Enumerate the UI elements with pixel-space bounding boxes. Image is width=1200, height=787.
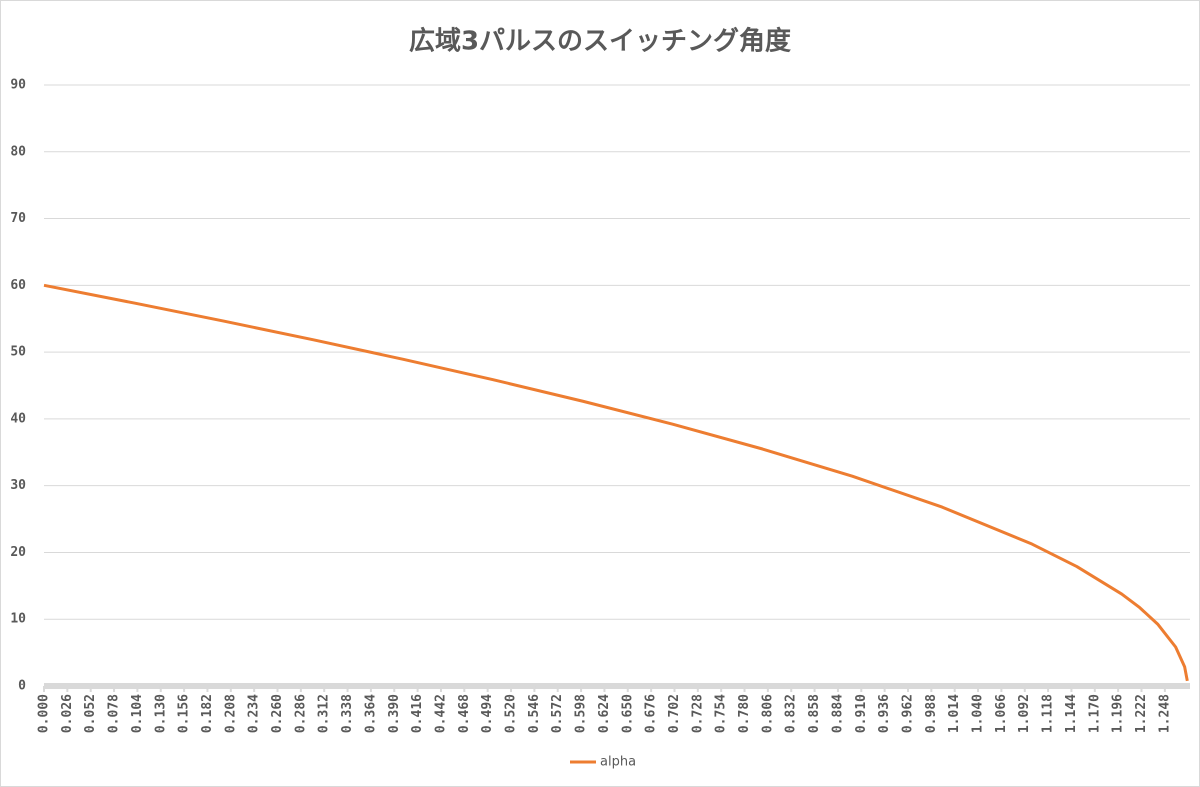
x-tick-label: 1.092 (1017, 694, 1032, 733)
x-tick-label: 1.040 (971, 694, 986, 733)
y-tick-label: 50 (10, 345, 26, 360)
x-tick-label: 0.520 (504, 694, 519, 733)
y-tick-label: 0 (18, 679, 26, 694)
x-tick-label: 0.832 (784, 694, 799, 733)
x-tick-label: 0.546 (527, 694, 542, 733)
x-tick-label: 0.000 (37, 694, 52, 733)
x-tick-label: 0.338 (340, 694, 355, 733)
y-tick-label: 40 (10, 411, 26, 426)
x-tick-label: 1.170 (1087, 694, 1102, 733)
x-tick-label: 1.144 (1064, 694, 1079, 733)
y-tick-label: 70 (10, 211, 26, 226)
x-tick-label: 0.910 (854, 694, 869, 733)
x-tick-label: 0.780 (737, 694, 752, 733)
x-tick-label: 0.234 (247, 694, 262, 733)
x-tick-label: 0.442 (433, 694, 448, 733)
x-tick-label: 0.884 (830, 694, 845, 733)
x-tick-label: 0.208 (223, 694, 238, 733)
x-tick-label: 1.196 (1111, 694, 1126, 733)
x-tick-label: 0.156 (177, 694, 192, 733)
x-tick-label: 0.468 (457, 694, 472, 733)
x-tick-label: 0.858 (807, 694, 822, 733)
x-tick-label: 0.676 (644, 694, 659, 733)
x-tick-label: 1.014 (947, 694, 962, 733)
x-tick-label: 0.130 (153, 694, 168, 733)
x-tick-label: 0.624 (597, 694, 612, 733)
x-tick-label: 0.104 (130, 694, 145, 733)
x-tick-label: 0.364 (363, 694, 378, 733)
data-line (43, 283, 1189, 682)
x-tick-label: 0.182 (200, 694, 215, 733)
x-tick-label: 0.312 (317, 694, 332, 733)
x-tick-label: 0.052 (83, 694, 98, 733)
y-tick-label: 30 (10, 478, 26, 493)
x-tick-label: 0.988 (924, 694, 939, 733)
x-tick-label: 0.650 (620, 694, 635, 733)
x-tick-label: 0.598 (574, 694, 589, 733)
x-tick-label: 0.078 (107, 694, 122, 733)
y-tick-label: 60 (10, 278, 26, 293)
x-tick-label: 0.260 (270, 694, 285, 733)
x-tick-label: 1.066 (994, 694, 1009, 733)
x-tick-label: 0.936 (877, 694, 892, 733)
x-tick-label: 0.494 (480, 694, 495, 733)
x-tick-label: 0.572 (550, 694, 565, 733)
x-tick-label: 0.754 (714, 694, 729, 733)
chart-title: 広域3パルスのスイッチング角度 (409, 26, 791, 57)
x-tick-label: 0.416 (410, 694, 425, 733)
x-tick-label: 0.728 (690, 694, 705, 733)
x-tick-label: 1.248 (1157, 694, 1172, 733)
x-tick-label: 1.222 (1134, 694, 1149, 733)
y-tick-label: 80 (10, 144, 26, 159)
y-tick-label: 10 (10, 612, 26, 627)
y-tick-label: 90 (10, 78, 26, 93)
x-tick-label: 1.118 (1041, 694, 1056, 733)
x-tick-label: 0.962 (900, 694, 915, 733)
y-tick-label: 20 (10, 545, 26, 560)
x-tick-label: 0.806 (760, 694, 775, 733)
x-tick-label: 0.390 (387, 694, 402, 733)
x-tick-label: 0.286 (293, 694, 308, 733)
x-tick-label: 0.026 (60, 694, 75, 733)
x-tick-label: 0.702 (667, 694, 682, 733)
legend-label: alpha (600, 755, 636, 770)
